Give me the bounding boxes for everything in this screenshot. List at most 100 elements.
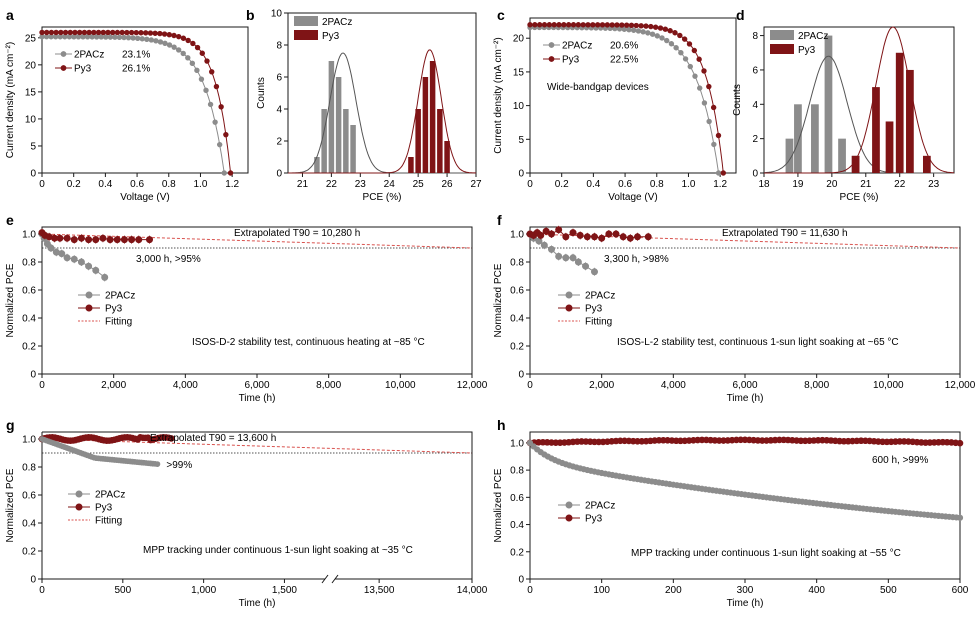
data-point [562, 254, 570, 262]
y-tick-label: 0.8 [510, 258, 524, 269]
extrapolated-t90: Extrapolated T90 = 11,630 h [722, 228, 848, 239]
y-tick-label: 0.6 [22, 286, 36, 297]
caption: MPP tracking under continuous 1-sun ligh… [143, 545, 413, 556]
data-point [106, 236, 114, 244]
x-tick-label: 0 [39, 179, 45, 190]
data-point [614, 22, 620, 28]
data-point [585, 22, 591, 28]
data-point [609, 22, 615, 28]
data-point [532, 22, 538, 28]
legend-marker [548, 42, 555, 48]
panel-c: c 0 5 10 15 20 0 0.2 0.4 0.6 0.8 1.0 1.2 Voltage (V) C… [493, 7, 737, 203]
gaussian-fit-Py3 [288, 49, 477, 174]
data-point [133, 29, 139, 36]
y-tick-label: 0 [30, 169, 36, 180]
x-tick-label: 0.4 [586, 179, 600, 190]
data-point [720, 170, 727, 176]
retention-text: 3,300 h, >98% [604, 254, 669, 265]
data-point [692, 73, 698, 79]
x-tick-label: 400 [808, 585, 825, 596]
x-tick-label: 12,000 [457, 380, 488, 391]
data-point [157, 39, 164, 45]
data-point [203, 87, 209, 94]
series-markers-red [38, 434, 175, 444]
legend-label: 2PACz [105, 291, 135, 302]
x-tick-label: 27 [470, 179, 482, 190]
bar [811, 104, 819, 173]
bars-2PACz [785, 35, 860, 174]
legend: 2PACz Py3 Fitting [78, 291, 135, 328]
data-point [91, 29, 97, 36]
data-point [555, 252, 563, 260]
data-point [612, 230, 620, 238]
data-point [71, 34, 77, 40]
data-point [686, 41, 693, 47]
legend-label: 2PACz [74, 50, 104, 61]
data-point [576, 231, 584, 239]
x-tick-label: 0 [527, 380, 533, 391]
y-axis-label: Normalized PCE [493, 468, 504, 542]
y-tick-label: 20 [513, 34, 525, 45]
y-axis-label: Normalized PCE [493, 263, 504, 337]
data-point [56, 234, 64, 242]
legend-label: Py3 [585, 304, 603, 315]
legend-marker [75, 490, 83, 498]
y-tick-label: 8 [276, 41, 282, 52]
data-point [648, 23, 654, 30]
y-tick-label: 0.4 [510, 314, 524, 325]
legend-swatch [770, 30, 794, 40]
y-tick-label: 0.6 [510, 286, 524, 297]
data-point [44, 29, 50, 36]
data-point [154, 461, 161, 468]
bar [922, 155, 931, 173]
x-tick-label: 4,000 [173, 380, 198, 391]
data-point [701, 100, 708, 106]
data-point [125, 35, 132, 41]
data-point [143, 30, 149, 36]
x-tick-label: 0 [527, 179, 533, 190]
data-point [223, 131, 229, 138]
legend-pce: 20.6% [610, 41, 638, 52]
data-point [58, 29, 64, 36]
bar [314, 157, 320, 173]
data-point [956, 514, 964, 521]
x-tick-label: 22 [894, 179, 906, 190]
y-tick-label: 10 [25, 114, 37, 125]
data-point [569, 229, 577, 237]
legend-label: Py3 [95, 503, 113, 514]
data-point [619, 22, 625, 28]
panel-a: a 0 5 10 15 20 25 0 0.2 0.4 0.6 0.8 1.0 1.2 Voltage (V… [5, 7, 249, 203]
x-tick-label: 0.2 [555, 179, 569, 190]
y-tick-label: 0.4 [22, 314, 36, 325]
y-tick-label: 2 [276, 137, 282, 148]
data-point [590, 268, 598, 276]
bar [794, 104, 802, 173]
data-point [114, 29, 121, 36]
panel-label: a [6, 7, 14, 23]
y-axis-label: Counts [256, 77, 267, 109]
data-point [58, 250, 66, 258]
data-point [677, 32, 683, 39]
x-tick-label: 14,000 [457, 585, 488, 596]
x-tick-label: 4,000 [661, 380, 686, 391]
legend-label: Py3 [585, 514, 603, 525]
retention-text: >99% [166, 460, 192, 471]
x-axis-label: Voltage (V) [608, 192, 657, 203]
data-point [207, 101, 214, 108]
data-point [628, 22, 635, 29]
x-tick-label: 25 [413, 179, 425, 190]
data-point [152, 30, 158, 36]
x-tick-label: 22 [326, 179, 338, 190]
x-tick-label: 21 [297, 179, 309, 190]
x-tick-label: 6,000 [244, 380, 269, 391]
data-point [77, 234, 85, 242]
data-point [649, 31, 656, 37]
data-point [691, 47, 698, 54]
data-point [130, 35, 136, 41]
data-point [70, 236, 78, 244]
legend-label: Fitting [585, 317, 612, 328]
x-tick-label: 0.4 [98, 179, 112, 190]
data-point [116, 34, 123, 41]
x-tick-label: 0 [527, 585, 533, 596]
